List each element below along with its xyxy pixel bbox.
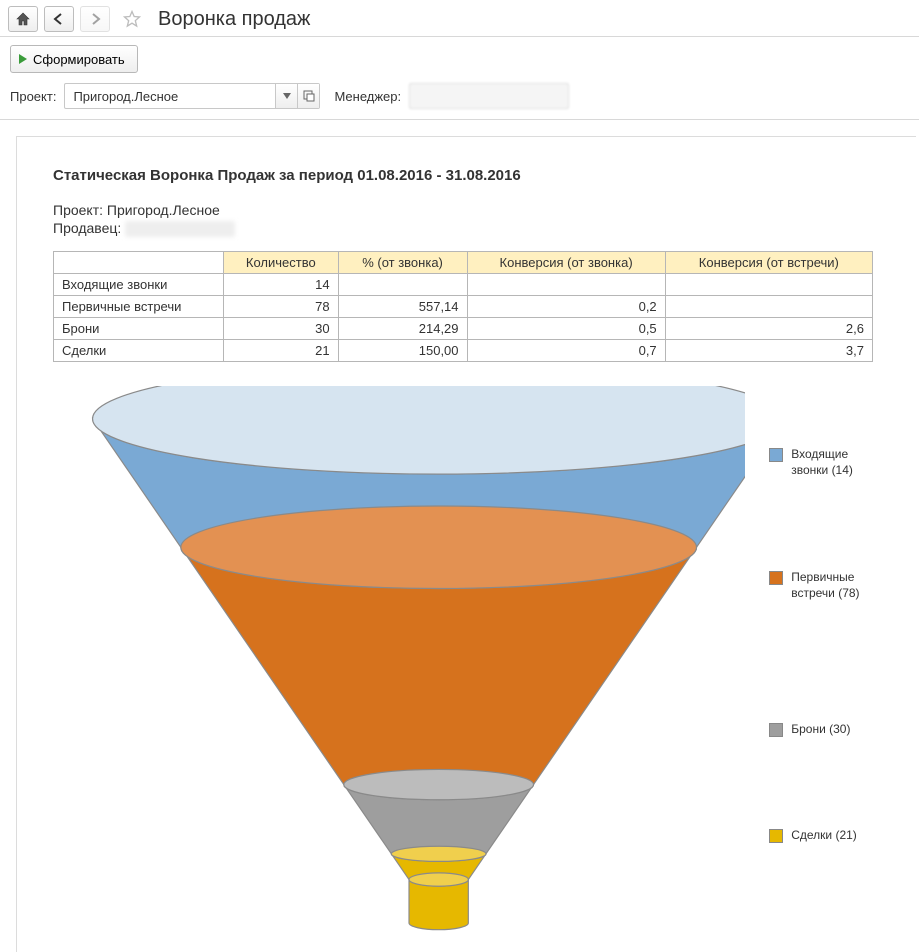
forward-button[interactable] <box>80 6 110 32</box>
generate-button-label: Сформировать <box>33 52 125 67</box>
page-title: Воронка продаж <box>158 8 310 31</box>
cell <box>467 274 665 296</box>
cell: 214,29 <box>338 318 467 340</box>
cell: Сделки <box>54 340 224 362</box>
cell: Входящие звонки <box>54 274 224 296</box>
th-qty: Количество <box>224 252 339 274</box>
cell: 150,00 <box>338 340 467 362</box>
legend-item: Входящие звонки (14) <box>769 446 880 478</box>
cell: 14 <box>224 274 339 296</box>
cell: 30 <box>224 318 339 340</box>
funnel-chart <box>53 386 745 932</box>
cell: Первичные встречи <box>54 296 224 318</box>
legend-label: Брони (30) <box>791 721 850 737</box>
project-dropdown-caret[interactable] <box>275 84 297 108</box>
project-open-button[interactable] <box>297 84 319 108</box>
cell: 78 <box>224 296 339 318</box>
table-row: Первичные встречи78557,140,2 <box>54 296 873 318</box>
legend-swatch <box>769 571 783 585</box>
legend-item: Брони (30) <box>769 721 880 737</box>
manager-field[interactable] <box>409 83 569 109</box>
table-row: Входящие звонки14 <box>54 274 873 296</box>
cell: 0,7 <box>467 340 665 362</box>
main-toolbar: Воронка продаж <box>0 0 919 37</box>
conversion-table: Количество % (от звонка) Конверсия (от з… <box>53 251 873 362</box>
favorite-star-icon[interactable] <box>120 7 144 31</box>
legend-swatch <box>769 448 783 462</box>
th-pctcall: % (от звонка) <box>338 252 467 274</box>
seller-meta-label: Продавец: <box>53 220 125 236</box>
action-row: Сформировать <box>0 37 919 79</box>
cell: 557,14 <box>338 296 467 318</box>
cell: 0,2 <box>467 296 665 318</box>
seller-meta-line: Продавец: <box>53 220 880 237</box>
cell: 3,7 <box>665 340 872 362</box>
legend-label: Сделки (21) <box>791 827 857 843</box>
generate-button[interactable]: Сформировать <box>10 45 138 73</box>
cell: 0,5 <box>467 318 665 340</box>
legend-swatch <box>769 829 783 843</box>
funnel-zone: Входящие звонки (14) Первичные встречи (7… <box>53 386 880 932</box>
cell <box>665 296 872 318</box>
cell <box>665 274 872 296</box>
project-meta-value: Пригород.Лесное <box>107 202 220 218</box>
project-meta-line: Проект: Пригород.Лесное <box>53 202 880 218</box>
cell: 2,6 <box>665 318 872 340</box>
funnel-legend: Входящие звонки (14) Первичные встречи (7… <box>769 386 880 843</box>
play-icon <box>19 54 27 64</box>
th-convmeet: Конверсия (от встречи) <box>665 252 872 274</box>
project-value: Пригород.Лесное <box>65 84 275 108</box>
legend-label: Входящие звонки (14) <box>791 446 880 478</box>
legend-swatch <box>769 723 783 737</box>
table-row: Сделки21150,000,73,7 <box>54 340 873 362</box>
home-button[interactable] <box>8 6 38 32</box>
filter-row: Проект: Пригород.Лесное Менеджер: <box>0 79 919 120</box>
report-title: Статическая Воронка Продаж за период 01.… <box>53 167 880 184</box>
cell: 21 <box>224 340 339 362</box>
legend-item: Сделки (21) <box>769 827 880 843</box>
project-meta-label: Проект: <box>53 202 107 218</box>
project-label: Проект: <box>10 89 56 104</box>
cell <box>338 274 467 296</box>
table-corner <box>54 252 224 274</box>
manager-label: Менеджер: <box>334 89 401 104</box>
legend-item: Первичные встречи (78) <box>769 569 880 601</box>
back-button[interactable] <box>44 6 74 32</box>
th-convcall: Конверсия (от звонка) <box>467 252 665 274</box>
report-area: Статическая Воронка Продаж за период 01.… <box>16 136 916 952</box>
legend-label: Первичные встречи (78) <box>791 569 880 601</box>
seller-meta-value <box>125 221 235 237</box>
project-dropdown[interactable]: Пригород.Лесное <box>64 83 320 109</box>
table-row: Брони30214,290,52,6 <box>54 318 873 340</box>
cell: Брони <box>54 318 224 340</box>
